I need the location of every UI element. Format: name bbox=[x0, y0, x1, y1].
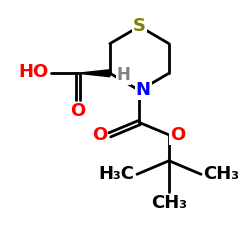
Text: O: O bbox=[170, 126, 186, 144]
Text: CH₃: CH₃ bbox=[151, 194, 187, 212]
Text: O: O bbox=[92, 126, 108, 144]
Polygon shape bbox=[78, 70, 110, 77]
Text: H₃C: H₃C bbox=[98, 165, 134, 183]
Text: N: N bbox=[136, 82, 150, 100]
Text: O: O bbox=[70, 102, 86, 119]
Text: CH₃: CH₃ bbox=[204, 165, 240, 183]
Text: HO: HO bbox=[18, 63, 48, 81]
Text: H: H bbox=[116, 66, 130, 84]
Text: S: S bbox=[133, 18, 146, 36]
